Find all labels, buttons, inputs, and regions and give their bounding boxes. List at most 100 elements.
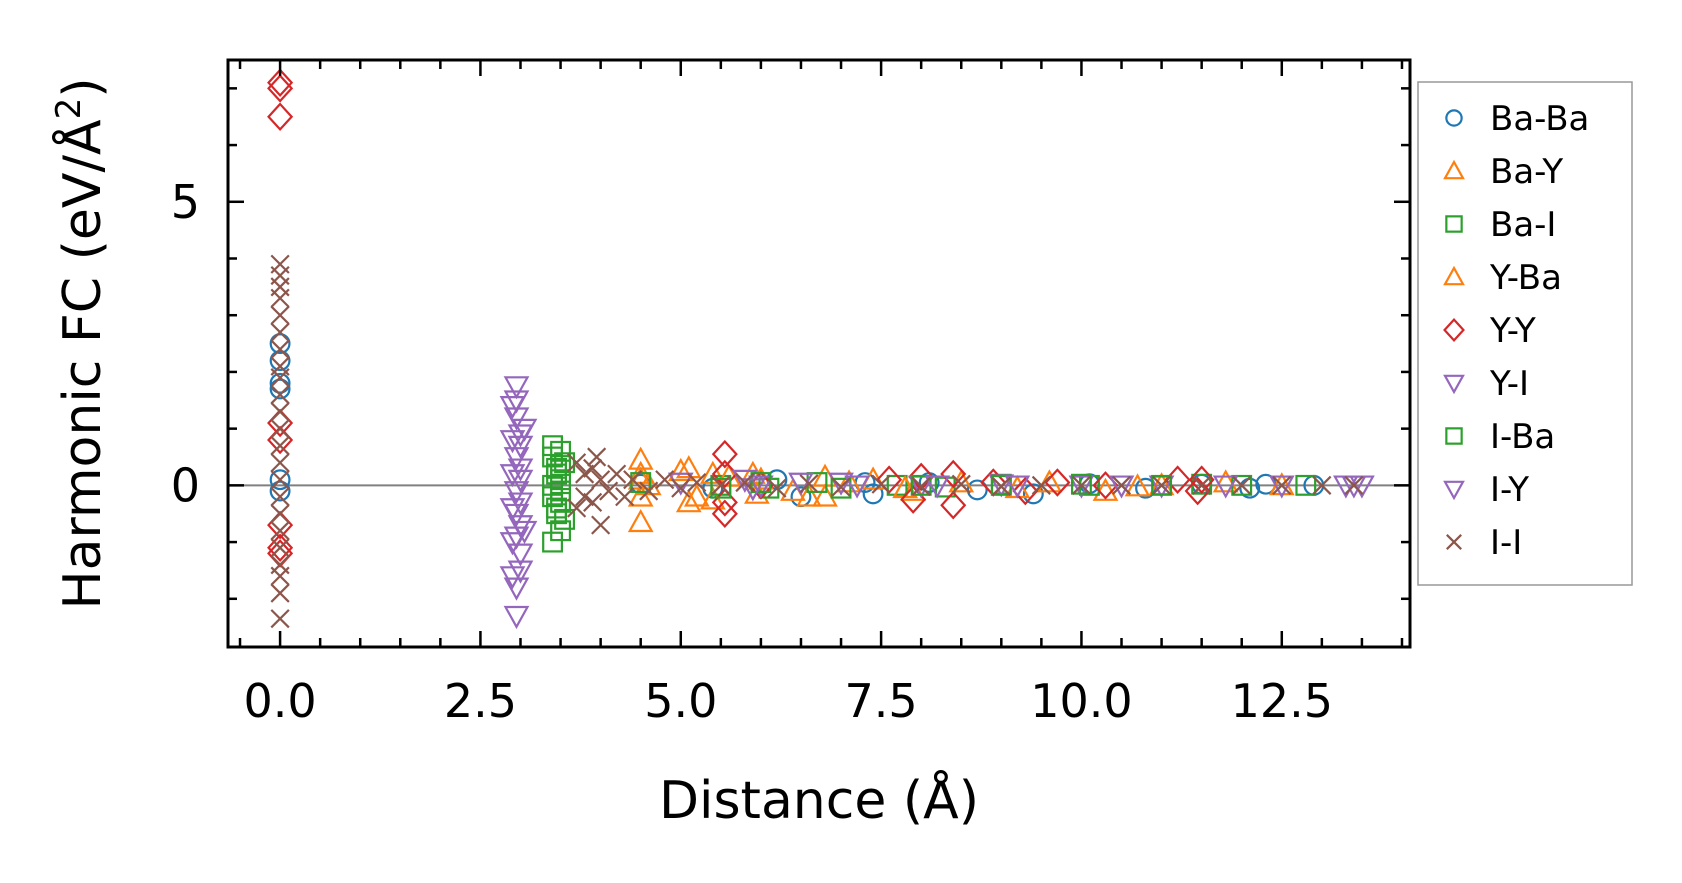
data-point: [844, 475, 870, 499]
data-point: [862, 483, 884, 505]
data-point: [503, 481, 530, 505]
x-tick-label: 7.5: [845, 674, 918, 728]
data-point: [270, 436, 290, 456]
data-point: [627, 508, 654, 533]
data-point: [270, 521, 290, 541]
data-point: [1212, 469, 1239, 493]
legend-marker: [1446, 534, 1462, 550]
data-point: [550, 440, 572, 462]
data-point: [269, 378, 291, 400]
legend-item: Y-Ba: [1443, 258, 1562, 298]
data-point: [711, 499, 738, 529]
data-point: [1212, 475, 1239, 499]
y-axis-label-main: Harmonic FC (eV/Å: [51, 119, 113, 610]
data-point: [1108, 475, 1135, 499]
data-point: [1124, 473, 1151, 497]
data-point: [607, 464, 627, 484]
data-point: [270, 368, 290, 388]
data-point: [735, 472, 755, 493]
x-axis-label: Distance (Å): [659, 769, 979, 831]
data-point: [940, 490, 967, 520]
x-tick-label: 12.5: [1231, 674, 1333, 728]
data-point: [748, 475, 774, 499]
data-point: [675, 489, 702, 513]
data-point: [270, 385, 290, 405]
legend-label: Ba-Ba: [1490, 99, 1589, 139]
data-point: [1295, 474, 1317, 496]
y-axis-label-superscript: 2: [49, 98, 89, 120]
data-point: [1312, 475, 1332, 495]
y-axis-label-end: ): [53, 77, 113, 97]
data-point: [269, 469, 291, 491]
data-point: [615, 487, 635, 507]
data-points: [267, 68, 1375, 630]
plot-frame: [226, 58, 1412, 649]
data-point: [627, 483, 654, 507]
legend-item: Ba-Y: [1443, 152, 1563, 192]
data-point: [270, 566, 290, 586]
data-point: [732, 469, 758, 493]
legend-marker: [1443, 318, 1465, 342]
data-point: [830, 477, 852, 499]
legend-marker: [1443, 159, 1465, 180]
data-point: [550, 491, 572, 513]
data-point: [270, 305, 290, 325]
data-point: [687, 472, 707, 493]
data-point: [567, 498, 587, 518]
data-point: [710, 477, 732, 499]
data-point: [911, 476, 931, 497]
data-point: [711, 475, 731, 495]
data-point: [1071, 475, 1092, 495]
legend-marker: [1443, 374, 1465, 395]
data-point: [924, 475, 951, 499]
data-point: [542, 474, 563, 496]
legend-label: I-Y: [1490, 470, 1529, 510]
data-point: [1092, 477, 1119, 501]
data-point: [499, 396, 526, 420]
data-point: [587, 447, 607, 467]
data-point: [554, 508, 576, 530]
data-point: [828, 472, 854, 496]
x-tick-label: 5.0: [644, 674, 717, 728]
data-point: [788, 472, 814, 496]
data-point: [270, 419, 290, 439]
data-point: [951, 474, 971, 494]
data-point: [1004, 475, 1031, 499]
legend-item: Ba-Ba: [1445, 99, 1589, 139]
data-point: [1192, 475, 1212, 495]
data-point: [836, 469, 862, 493]
data-point: [269, 333, 291, 355]
data-point: [270, 487, 290, 507]
data-point: [267, 425, 294, 455]
data-point: [1070, 473, 1092, 495]
data-point: [1341, 475, 1367, 499]
data-point: [511, 520, 538, 544]
series-i-i: [270, 254, 1364, 629]
legend: Ba-Ba Ba-Y Ba-I Y-Ba Y-Y Y-I I-Ba I-Y I-I: [1417, 81, 1633, 586]
data-point: [267, 408, 294, 438]
data-point: [550, 455, 572, 476]
data-point: [511, 418, 538, 442]
data-point: [267, 74, 294, 103]
data-point: [546, 497, 568, 519]
data-point: [655, 470, 675, 490]
data-point: [270, 538, 290, 558]
legend-box: [1417, 81, 1633, 586]
data-point: [542, 531, 563, 553]
data-point: [550, 469, 572, 491]
data-point: [550, 520, 572, 542]
data-point: [550, 480, 572, 502]
data-point: [575, 464, 595, 484]
data-point: [270, 288, 290, 308]
data-point: [740, 478, 766, 502]
data-point: [499, 566, 526, 590]
data-point: [267, 102, 294, 131]
data-point: [575, 487, 595, 507]
y-tick-label: 0: [171, 458, 200, 512]
y-tick-label: 5: [171, 175, 200, 229]
data-point: [267, 533, 294, 563]
axis-ticks: [228, 60, 1410, 647]
data-point: [1012, 476, 1039, 506]
series-y-i: [503, 376, 1375, 630]
